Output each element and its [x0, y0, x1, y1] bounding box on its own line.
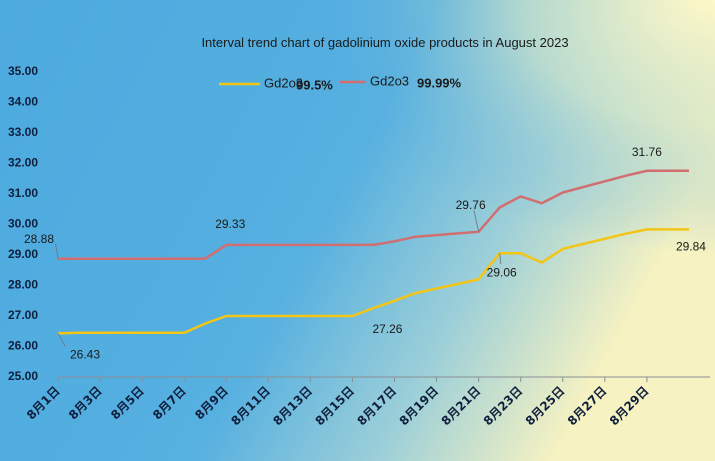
y-tick-label: 26.00 — [8, 339, 38, 353]
data-label: 28.88 — [24, 232, 54, 246]
y-tick-label: 31.00 — [8, 186, 38, 200]
series-line-1 — [58, 169, 689, 260]
y-tick-label: 35.00 — [8, 64, 38, 78]
chart-title: Interval trend chart of gadolinium oxide… — [201, 35, 568, 50]
data-label-leader — [57, 333, 66, 347]
data-label-leader — [499, 253, 502, 265]
data-label: 29.33 — [215, 217, 245, 231]
y-tick-label: 34.00 — [8, 95, 38, 109]
data-labels: 26.43 27.26 29.06 29.84 28.88 29.33 29.76 31.76 — [24, 145, 706, 362]
y-tick-label: 28.00 — [8, 278, 38, 292]
data-label: 29.76 — [456, 198, 486, 212]
data-label: 26.43 — [70, 348, 100, 362]
y-tick-label: 33.00 — [8, 125, 38, 139]
y-tick-label: 29.00 — [8, 247, 38, 261]
data-label: 27.26 — [372, 322, 402, 336]
legend: Gd2o3 99.5% Gd2o3 99.99% — [219, 73, 462, 92]
y-tick-label: 25.00 — [8, 369, 38, 383]
data-label-leader — [55, 243, 59, 259]
y-tick-label: 30.00 — [8, 217, 38, 231]
series-layer — [57, 169, 689, 335]
data-label: 31.76 — [632, 145, 662, 159]
legend-suffix-0: 99.5% — [296, 77, 333, 92]
legend-label-0: Gd2o3 — [264, 75, 303, 90]
legend-suffix-1: 99.99% — [417, 75, 462, 90]
series-line-0 — [57, 228, 689, 335]
y-tick-label: 27.00 — [8, 308, 38, 322]
y-tick-label: 32.00 — [8, 156, 38, 170]
data-label-leader — [473, 209, 480, 232]
data-label: 29.06 — [487, 265, 517, 279]
data-label: 29.84 — [676, 240, 706, 254]
legend-label-1: Gd2o3 — [370, 73, 409, 88]
